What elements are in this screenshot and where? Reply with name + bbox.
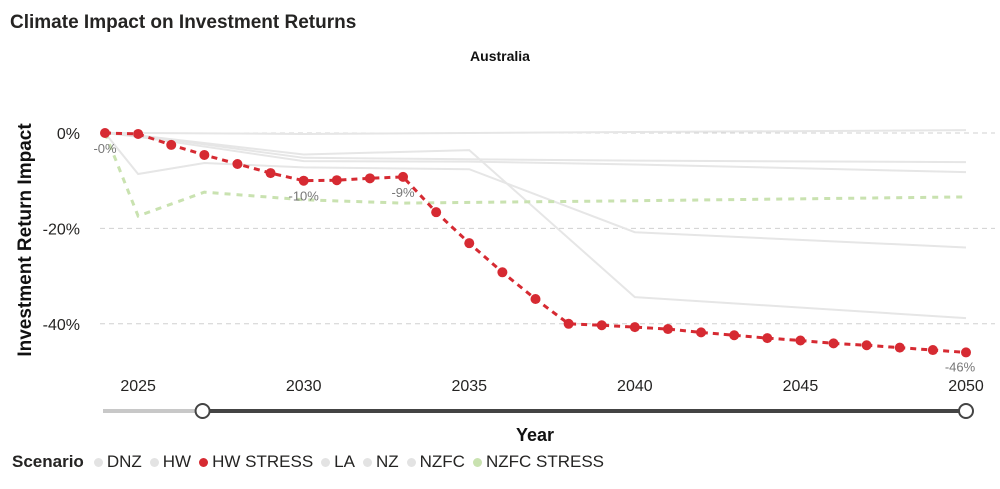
data-point: [530, 293, 541, 304]
legend-marker-icon: [472, 457, 482, 467]
data-point: [298, 175, 309, 186]
data-point: [629, 322, 640, 333]
legend-marker-icon: [321, 457, 331, 467]
y-tick-label: -20%: [43, 221, 80, 238]
data-point: [961, 347, 971, 358]
series-line-nz: [104, 132, 967, 174]
data-point: [894, 342, 905, 353]
data-point: [828, 338, 839, 349]
legend-item-hw[interactable]: HW: [149, 452, 192, 472]
legend-label: NZ: [375, 452, 399, 471]
x-tick-label: 2050: [948, 378, 984, 395]
data-point: [100, 128, 110, 138]
data-point: [696, 327, 707, 338]
data-label: -46%: [945, 359, 976, 374]
legend-item-nzfc[interactable]: NZFC: [406, 452, 465, 472]
legend-label: DNZ: [106, 452, 142, 471]
y-axis-label: Investment Return Impact: [15, 123, 36, 357]
chart-title: Climate Impact on Investment Returns: [10, 12, 357, 33]
data-point: [232, 159, 243, 170]
legend-marker-icon: [93, 457, 103, 467]
data-point: [563, 318, 574, 329]
x-tick-label: 2045: [783, 378, 819, 395]
data-point: [265, 168, 276, 179]
series-line-dnz: [105, 129, 967, 135]
x-tick-label: 2030: [286, 378, 322, 395]
legend-marker-icon: [362, 457, 372, 467]
data-point: [166, 139, 177, 150]
year-range-slider[interactable]: [103, 403, 974, 419]
legend-item-hw-stress[interactable]: HW STRESS: [199, 452, 313, 472]
series-line-nzfc-stress: [103, 132, 967, 218]
legend-title: Scenario: [12, 452, 84, 471]
slider-handle[interactable]: [958, 403, 974, 419]
legend: Scenario DNZ HW HW STRESS LA NZ NZFC NZFC STRE…: [12, 452, 612, 472]
x-axis-label: Year: [516, 425, 554, 445]
data-point: [199, 149, 210, 160]
chart-subtitle: Australia: [470, 48, 530, 64]
y-tick-label: 0%: [57, 126, 80, 143]
series-line-la: [104, 132, 967, 164]
legend-label: HW: [162, 452, 192, 471]
data-point: [795, 335, 806, 346]
legend-label: LA: [334, 452, 355, 471]
series-line-nzfc: [104, 132, 967, 249]
data-point: [497, 267, 508, 278]
slider-handle[interactable]: [194, 403, 211, 419]
legend-item-nzfc-stress[interactable]: NZFC STRESS: [472, 452, 605, 472]
legend-label: NZFC: [419, 452, 465, 471]
data-point: [431, 207, 442, 218]
legend-marker-icon: [199, 457, 209, 467]
legend-item-nz[interactable]: NZ: [362, 452, 399, 472]
data-point: [133, 128, 144, 139]
legend-label: HW STRESS: [212, 452, 314, 471]
y-tick-label: -40%: [43, 317, 80, 334]
data-point: [464, 238, 475, 249]
x-tick-label: 2035: [451, 378, 487, 395]
data-point: [662, 324, 673, 335]
x-tick-label: 2040: [617, 378, 653, 395]
data-point: [398, 171, 409, 182]
data-point: [364, 173, 375, 184]
legend-item-dnz[interactable]: DNZ: [93, 452, 142, 472]
data-point: [861, 340, 872, 351]
data-point: [729, 330, 740, 341]
legend-label: NZFC STRESS: [485, 452, 605, 471]
data-label: -9%: [391, 185, 415, 200]
legend-marker-icon: [149, 457, 159, 467]
data-label: -0%: [93, 141, 117, 156]
legend-marker-icon: [406, 457, 416, 467]
data-point: [596, 320, 607, 331]
data-point: [762, 333, 773, 344]
x-tick-label: 2025: [120, 378, 156, 395]
data-point: [927, 345, 938, 356]
data-point: [331, 175, 342, 186]
data-label: -10%: [289, 189, 320, 204]
legend-item-la[interactable]: LA: [321, 452, 355, 472]
